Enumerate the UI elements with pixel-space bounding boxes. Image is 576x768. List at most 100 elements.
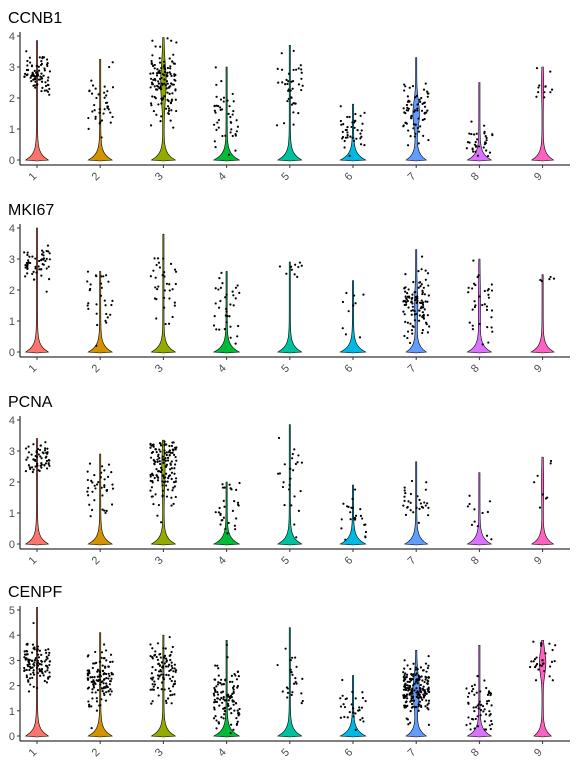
data-point	[232, 100, 235, 103]
data-point	[474, 304, 477, 307]
data-point	[466, 505, 469, 508]
data-point	[105, 509, 108, 512]
data-point	[161, 484, 164, 487]
data-point	[226, 314, 229, 318]
data-point	[165, 80, 169, 83]
data-point	[214, 664, 217, 667]
data-point	[285, 272, 288, 275]
data-point	[291, 79, 295, 83]
x-tick-label-5: 5	[279, 362, 292, 375]
data-point	[228, 315, 231, 318]
data-point	[111, 115, 114, 119]
data-point	[234, 342, 237, 345]
data-point	[45, 651, 48, 655]
data-point	[234, 286, 238, 289]
data-point	[96, 670, 99, 673]
data-point	[358, 706, 361, 709]
data-point	[161, 480, 164, 483]
data-point	[173, 73, 176, 76]
data-point	[233, 709, 236, 712]
data-point	[152, 72, 155, 75]
data-point	[421, 102, 424, 105]
data-point	[485, 149, 488, 152]
data-point	[215, 727, 218, 730]
data-point	[407, 288, 410, 291]
data-point	[104, 274, 108, 277]
data-point	[418, 301, 422, 304]
data-point	[92, 684, 95, 687]
data-point	[235, 119, 238, 122]
data-point	[289, 659, 292, 662]
data-point	[416, 109, 419, 112]
data-point	[465, 147, 468, 150]
data-point	[422, 693, 425, 696]
data-point	[109, 121, 112, 124]
data-point	[474, 140, 477, 144]
points-cluster-2	[86, 270, 114, 347]
data-point	[231, 113, 234, 116]
data-point	[543, 91, 546, 94]
y-tick-label: 3	[9, 446, 15, 458]
data-point	[548, 665, 552, 668]
data-point	[169, 85, 172, 88]
data-point	[340, 527, 343, 530]
data-point	[174, 477, 178, 480]
data-point	[104, 666, 107, 669]
data-point	[353, 294, 356, 297]
data-point	[174, 463, 177, 466]
data-point	[483, 143, 486, 146]
data-point	[91, 688, 94, 691]
data-point	[157, 677, 160, 680]
data-point	[476, 715, 479, 718]
data-point	[281, 81, 284, 84]
data-point	[406, 336, 409, 340]
data-point	[36, 73, 39, 76]
data-point	[410, 297, 413, 300]
data-point	[414, 132, 417, 135]
data-point	[466, 695, 470, 698]
data-point	[39, 464, 42, 467]
data-point	[32, 278, 36, 281]
data-point	[487, 699, 491, 702]
data-point	[467, 716, 470, 719]
data-point	[48, 671, 51, 674]
data-point	[354, 712, 357, 715]
data-point	[416, 295, 419, 298]
data-point	[26, 73, 29, 76]
data-point	[92, 662, 95, 665]
data-point	[226, 99, 229, 102]
data-point	[151, 39, 154, 42]
data-point	[152, 64, 155, 68]
data-point	[156, 674, 160, 677]
data-point	[478, 322, 481, 326]
data-point	[87, 700, 90, 703]
data-point	[218, 704, 221, 707]
data-point	[47, 654, 50, 657]
data-point	[478, 295, 481, 298]
data-point	[467, 692, 471, 695]
data-point	[174, 455, 177, 459]
data-point	[86, 674, 90, 677]
data-point	[411, 699, 414, 702]
data-point	[359, 132, 362, 135]
data-point	[287, 488, 291, 491]
data-point	[354, 112, 357, 116]
data-point	[219, 299, 222, 303]
data-point	[163, 440, 166, 443]
data-point	[86, 304, 89, 307]
data-point	[482, 146, 485, 149]
data-point	[277, 81, 280, 84]
x-tick-label-7: 7	[406, 170, 419, 183]
data-point	[415, 301, 418, 304]
data-point	[349, 511, 352, 514]
data-point	[162, 461, 165, 464]
data-point	[234, 297, 237, 300]
data-point	[404, 706, 407, 709]
data-point	[290, 103, 294, 106]
data-point	[403, 489, 406, 492]
data-point	[230, 128, 233, 131]
data-point	[31, 71, 34, 74]
data-point	[296, 275, 299, 278]
data-point	[475, 132, 478, 135]
data-point	[346, 716, 349, 719]
